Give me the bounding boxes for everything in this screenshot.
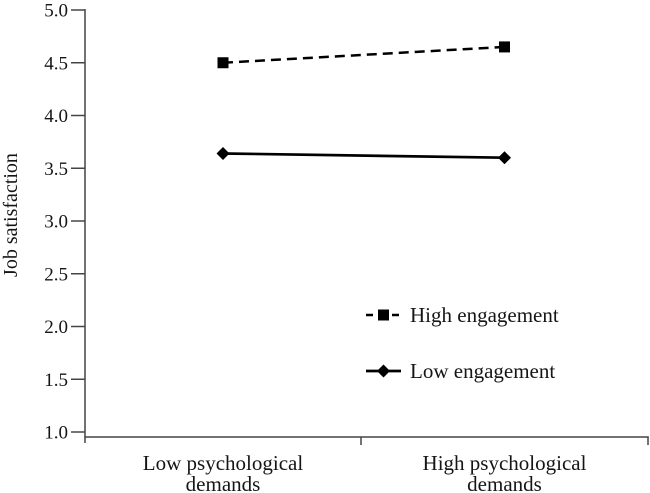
legend-label-high-engagement: High engagement	[410, 303, 559, 327]
y-tick-label: 1.5	[44, 370, 68, 391]
y-tick-label: 2.5	[44, 264, 68, 285]
x-category-label-low-psychological-demands: demands	[186, 472, 261, 493]
data-point-diamond-low-engagement	[216, 146, 230, 160]
data-point-square-high-engagement	[499, 41, 510, 53]
x-category-label-high-psychological-demands: High psychological	[423, 451, 587, 475]
data-point-diamond-low-engagement	[497, 151, 512, 165]
x-category-label-high-psychological-demands: demands	[467, 472, 542, 493]
y-tick-label: 1.0	[44, 423, 68, 444]
y-tick-label: 4.0	[44, 106, 68, 127]
y-tick-label: 5.0	[44, 1, 68, 22]
legend-marker-square	[378, 309, 389, 321]
y-tick-label: 3.5	[44, 159, 68, 180]
series-line-low-engagement	[222, 152, 505, 160]
legend-marker-diamond	[376, 364, 391, 378]
y-tick-label: 3.0	[44, 212, 68, 233]
y-tick-label: 4.5	[44, 53, 68, 74]
x-category-label-low-psychological-demands: Low psychological	[143, 451, 304, 475]
data-point-square-high-engagement	[217, 57, 229, 69]
y-tick-label: 2.0	[44, 317, 68, 338]
y-axis-title: Job satisfaction	[0, 153, 22, 277]
legend-label-low-engagement: Low engagement	[410, 359, 555, 383]
